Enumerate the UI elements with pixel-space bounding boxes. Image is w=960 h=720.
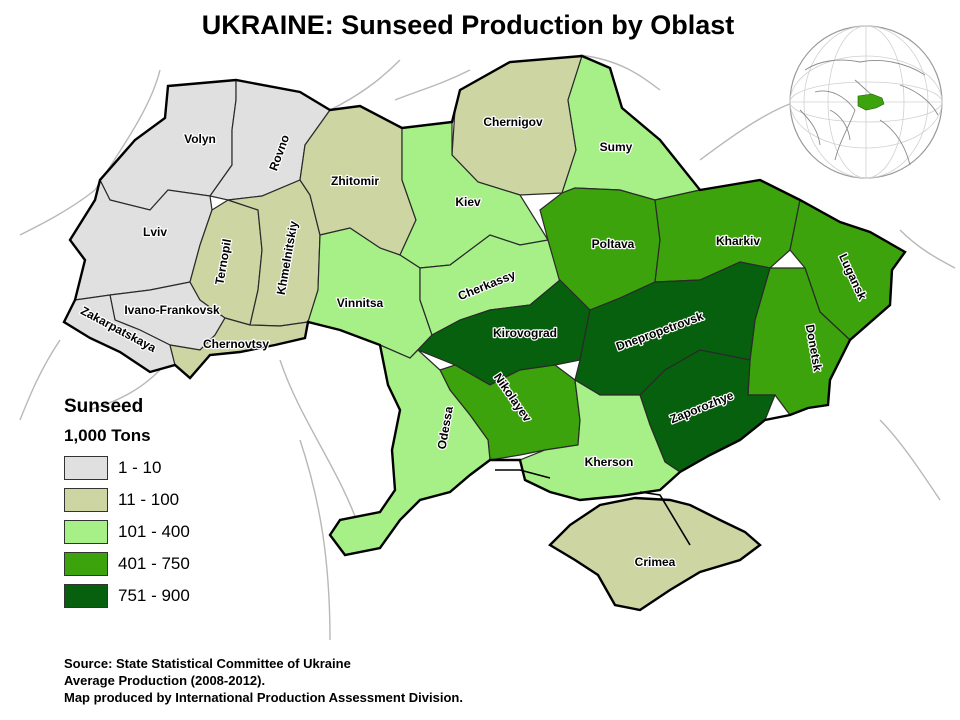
legend-item: 101 - 400	[64, 516, 190, 548]
label-ivano-frankovsk: Ivano-Frankovsk	[124, 303, 220, 317]
region-crimea	[549, 497, 761, 611]
label-sumy: Sumy	[600, 140, 633, 154]
legend-item: 11 - 100	[64, 484, 190, 516]
label-volyn: Volyn	[184, 132, 216, 146]
label-lviv: Lviv	[143, 225, 167, 239]
legend-label: 101 - 400	[118, 522, 190, 541]
label-zhitomir: Zhitomir	[331, 174, 379, 188]
legend-label: 1 - 10	[118, 458, 162, 477]
region-kharkiv	[654, 179, 801, 283]
legend-swatch	[64, 552, 108, 576]
legend-label: 11 - 100	[118, 490, 180, 509]
oblast-regions	[63, 55, 906, 611]
legend-label: 751 - 900	[118, 586, 190, 605]
region-sumy	[561, 55, 702, 201]
ukraine-locator-highlight	[857, 93, 885, 111]
locator-globe	[789, 25, 943, 179]
label-kirovograd: Kirovograd	[493, 326, 557, 340]
label-vinnitsa: Vinnitsa	[337, 296, 384, 310]
label-chernovtsy: Chernovtsy	[203, 337, 269, 351]
legend-label: 401 - 750	[118, 554, 190, 573]
legend-swatch	[64, 456, 108, 480]
crimea-border	[548, 496, 762, 612]
legend: Sunseed 1,000 Tons 1 - 10 11 - 100 101 - 4…	[64, 396, 190, 612]
legend-swatch	[64, 584, 108, 608]
map-title: UKRAINE: Sunseed Production by Oblast	[201, 10, 735, 40]
period-line: Average Production (2008-2012).	[64, 673, 266, 688]
label-kiev: Kiev	[455, 195, 481, 209]
dnieper-estuary	[495, 469, 691, 546]
label-crimea: Crimea	[635, 555, 676, 569]
legend-title: Sunseed	[64, 396, 144, 417]
label-kherson: Kherson	[585, 455, 634, 469]
country-border	[62, 54, 907, 557]
source-note: Source: State Statistical Committee of U…	[64, 655, 463, 706]
legend-swatch	[64, 520, 108, 544]
legend-units: 1,000 Tons	[64, 426, 151, 445]
source-line: Source: State Statistical Committee of U…	[64, 656, 351, 671]
neighbour-borders	[19, 54, 956, 641]
label-chernigov: Chernigov	[483, 115, 543, 129]
legend-list: 1 - 10 11 - 100 101 - 400 401 - 750 751 - 90…	[64, 452, 190, 612]
legend-swatch	[64, 488, 108, 512]
globe-coastlines	[799, 59, 939, 166]
credit-line: Map produced by International Production…	[64, 690, 463, 705]
legend-item: 401 - 750	[64, 548, 190, 580]
legend-item: 1 - 10	[64, 452, 190, 484]
label-poltava: Poltava	[592, 237, 635, 251]
legend-item: 751 - 900	[64, 580, 190, 612]
label-kharkiv: Kharkiv	[716, 234, 760, 248]
